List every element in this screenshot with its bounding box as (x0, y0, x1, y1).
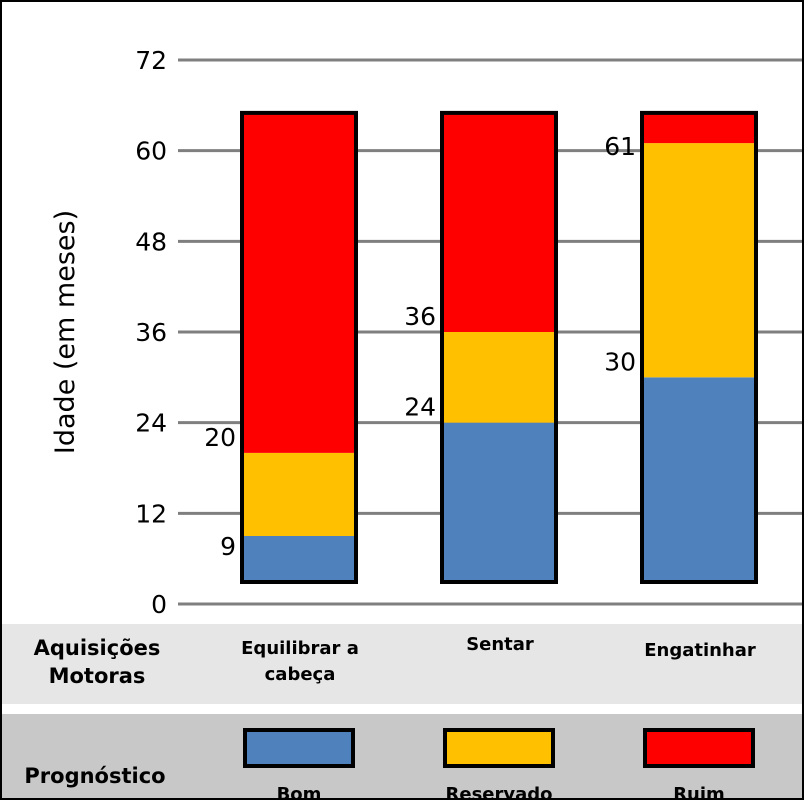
bar-segment-reservado (242, 452, 356, 536)
bars (240, 110, 758, 584)
bar-outline (440, 110, 558, 584)
category-label-equilibrar: Equilibrar a cabeça (220, 636, 380, 688)
data-label: 9 (220, 532, 236, 561)
legend-label-bom: Bom (276, 784, 322, 800)
bar-segment-ruim (442, 112, 556, 332)
data-label: 24 (404, 393, 436, 422)
y-axis-label: Idade (em meses) (50, 210, 81, 454)
prognosis-title: Prognóstico (24, 764, 166, 788)
data-label: 36 (404, 302, 436, 331)
y-tick-label: 12 (135, 499, 167, 528)
data-label: 30 (604, 347, 636, 376)
bar-segment-bom (242, 536, 356, 582)
bar-outline (640, 110, 758, 584)
bar-segment-bom (642, 377, 756, 582)
legend-swatch-reservado (443, 728, 555, 768)
data-label: 61 (604, 132, 636, 161)
acquisitions-title-line2: Motoras (48, 664, 146, 688)
category-label-line1: Equilibrar a (241, 638, 359, 659)
category-label-line2: cabeça (264, 664, 336, 685)
y-tick-label: 60 (135, 137, 167, 166)
bar-segment-reservado (642, 143, 756, 378)
prognosis-legend-row: Prognóstico Bom Reservado Ruim (2, 714, 802, 800)
legend-swatch-ruim (643, 728, 755, 768)
stacked-bar-chart: 0 12 24 36 48 60 72 9 20 24 36 30 61 Idade (em mese… (50, 46, 802, 619)
legend-label-ruim: Ruim (673, 784, 725, 800)
legend-swatch-bom (243, 728, 355, 768)
category-label-engatinhar: Engatinhar (620, 638, 780, 664)
data-labels: 9 20 24 36 30 61 (204, 132, 636, 561)
data-label: 20 (204, 423, 236, 452)
y-tick-label: 24 (135, 409, 167, 438)
category-label-line1: Sentar (466, 634, 534, 655)
y-tick-label: 48 (135, 227, 167, 256)
y-tick-label: 72 (135, 46, 167, 75)
y-tick-labels: 0 12 24 36 48 60 72 (135, 46, 167, 619)
acquisitions-title: Aquisições Motoras (22, 634, 172, 690)
bar-outline (240, 110, 358, 584)
category-label-line1: Engatinhar (644, 640, 756, 661)
bar-segment-reservado (442, 332, 556, 423)
category-label-sentar: Sentar (420, 632, 580, 658)
legend-label-reservado: Reservado (445, 784, 553, 800)
bar-segment-ruim (642, 112, 756, 144)
y-tick-label: 0 (151, 590, 167, 619)
acquisitions-title-line1: Aquisições (33, 636, 161, 660)
acquisitions-row: Aquisições Motoras Equilibrar a cabeça S… (2, 624, 802, 704)
bar-segment-ruim (242, 112, 356, 453)
bar-segment-bom (442, 422, 556, 582)
y-tick-label: 36 (135, 318, 167, 347)
